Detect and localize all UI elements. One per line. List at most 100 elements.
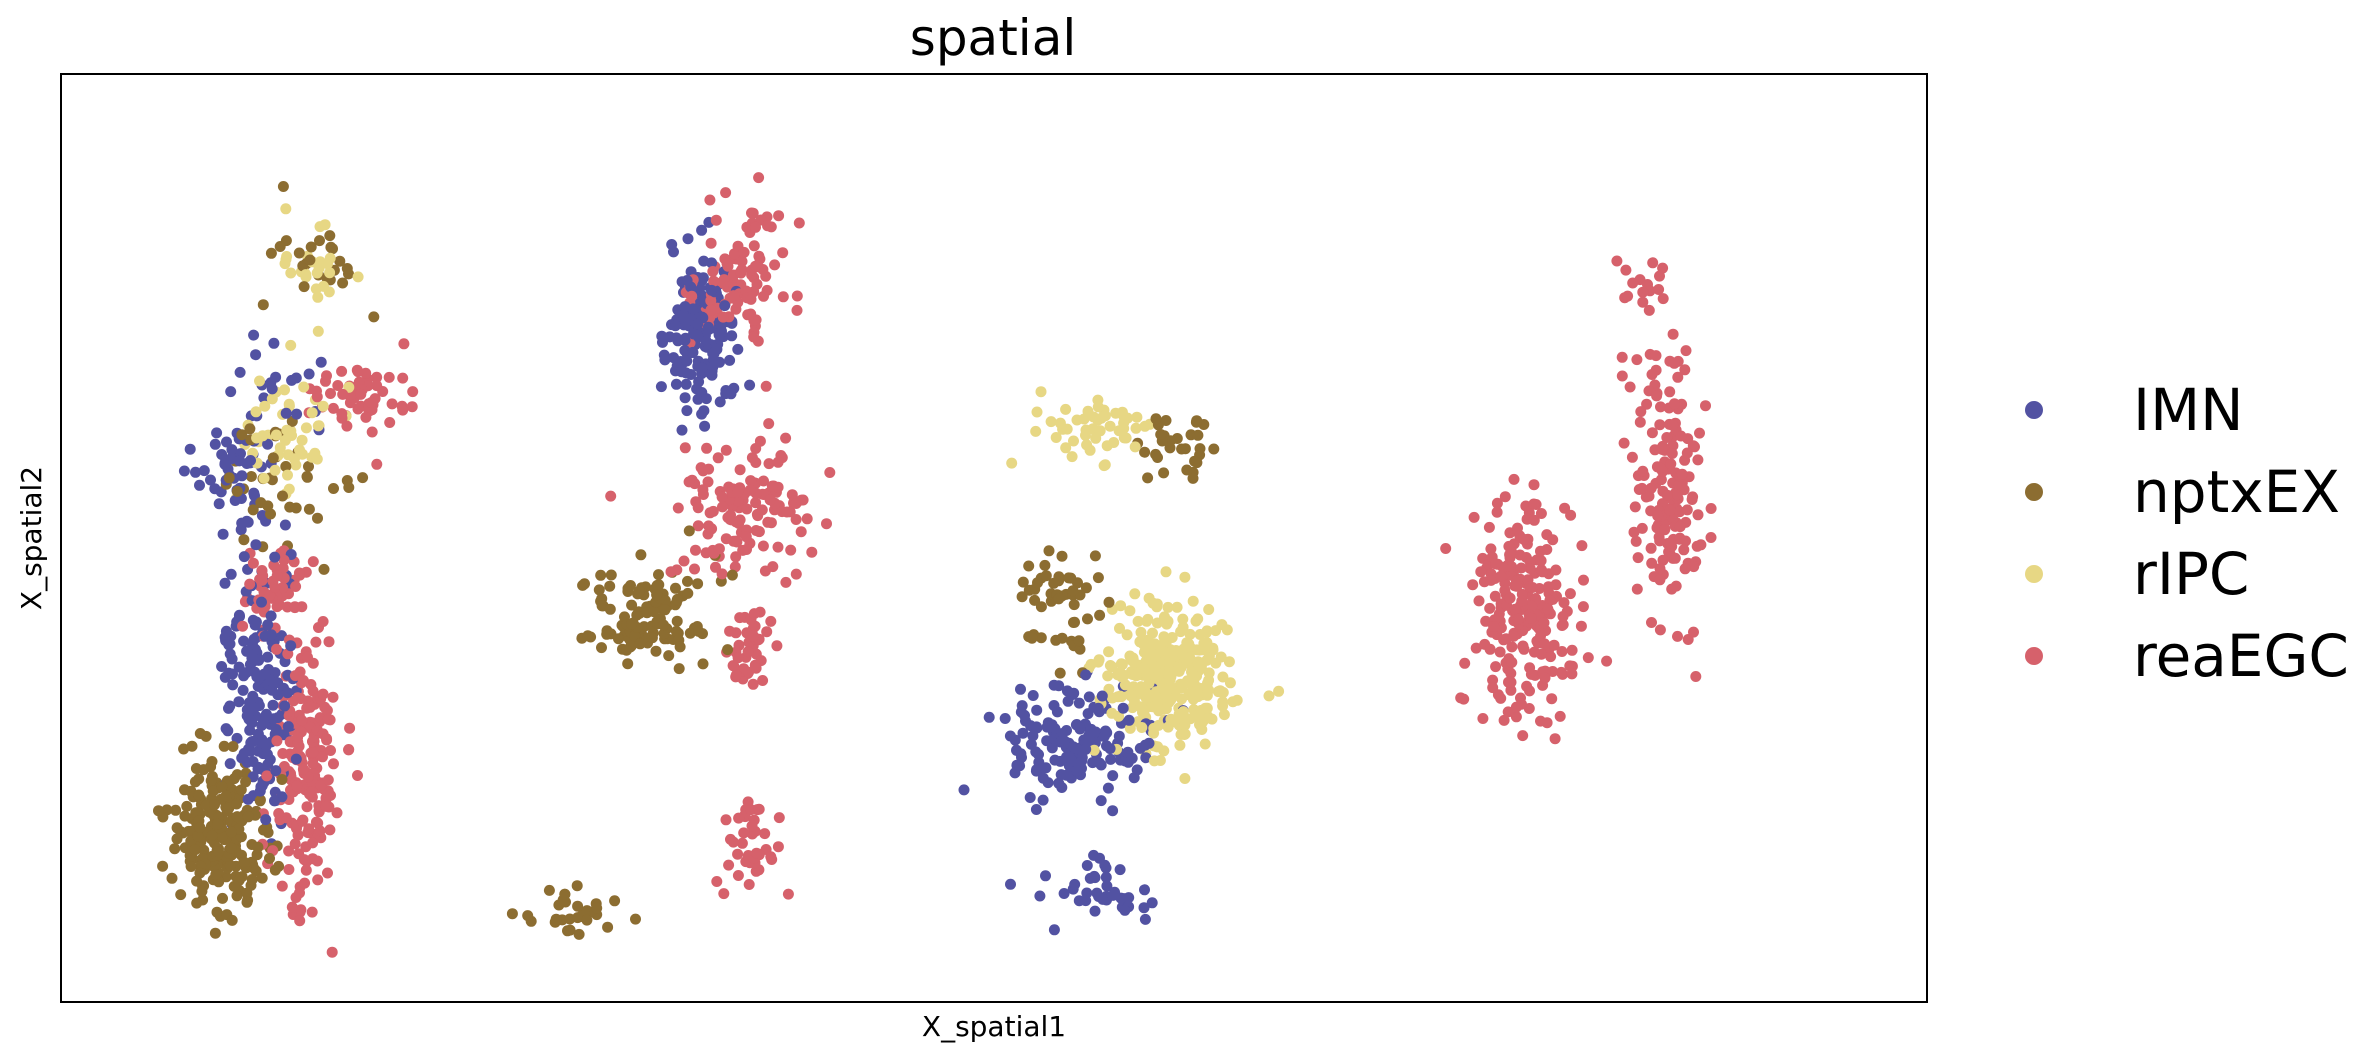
point-reaEGC	[1652, 510, 1664, 522]
point-rIPC	[280, 253, 292, 265]
point-rIPC	[309, 447, 321, 459]
point-nptxEX	[651, 580, 663, 591]
point-reaEGC	[311, 391, 323, 403]
point-nptxEX	[684, 627, 696, 639]
point-nptxEX	[303, 461, 314, 472]
point-IMN	[250, 539, 262, 551]
point-rIPC	[352, 271, 364, 283]
point-reaEGC	[352, 770, 363, 781]
point-IMN	[1072, 743, 1084, 755]
point-reaEGC	[791, 304, 803, 316]
point-reaEGC	[727, 836, 739, 848]
point-rIPC	[1227, 696, 1239, 708]
point-reaEGC	[745, 293, 757, 305]
point-IMN	[744, 379, 756, 391]
point-nptxEX	[318, 563, 330, 575]
point-nptxEX	[1017, 576, 1029, 588]
point-reaEGC	[763, 458, 775, 470]
point-reaEGC	[1504, 549, 1516, 561]
point-reaEGC	[1498, 714, 1510, 726]
point-rIPC	[1195, 704, 1207, 716]
point-rIPC	[1129, 588, 1141, 600]
point-reaEGC	[1667, 328, 1679, 340]
point-nptxEX	[178, 743, 190, 755]
point-rIPC	[1045, 416, 1057, 428]
axes-frame	[60, 73, 1928, 1003]
point-reaEGC	[1690, 671, 1702, 682]
point-nptxEX	[277, 181, 289, 192]
point-nptxEX	[573, 928, 585, 940]
point-IMN	[1138, 902, 1150, 914]
point-nptxEX	[1165, 435, 1176, 447]
point-reaEGC	[718, 888, 730, 900]
point-reaEGC	[759, 828, 771, 840]
point-reaEGC	[327, 691, 339, 703]
point-reaEGC	[754, 435, 766, 447]
point-reaEGC	[720, 444, 732, 456]
point-IMN	[726, 330, 738, 342]
point-rIPC	[1192, 682, 1204, 694]
point-reaEGC	[704, 507, 716, 519]
point-IMN	[1051, 706, 1063, 718]
point-nptxEX	[231, 798, 242, 810]
point-reaEGC	[1627, 277, 1639, 289]
point-rIPC	[1125, 690, 1137, 702]
point-IMN	[1105, 753, 1117, 765]
point-reaEGC	[386, 398, 398, 410]
point-reaEGC	[712, 452, 724, 464]
point-IMN	[1096, 690, 1108, 702]
point-rIPC	[1147, 627, 1158, 639]
point-rIPC	[1137, 706, 1148, 718]
point-reaEGC	[289, 670, 301, 682]
point-rIPC	[1176, 648, 1188, 660]
point-IMN	[1071, 765, 1083, 777]
point-nptxEX	[658, 628, 670, 640]
point-reaEGC	[1490, 661, 1502, 673]
point-nptxEX	[1192, 429, 1204, 441]
point-reaEGC	[750, 260, 761, 272]
point-rIPC	[1192, 658, 1204, 670]
point-reaEGC	[1512, 522, 1523, 534]
point-reaEGC	[276, 880, 288, 892]
point-IMN	[178, 465, 190, 477]
point-reaEGC	[1620, 264, 1632, 276]
point-nptxEX	[207, 785, 219, 797]
point-reaEGC	[1546, 693, 1558, 705]
point-reaEGC	[1558, 597, 1570, 609]
point-reaEGC	[1655, 474, 1667, 486]
point-rIPC	[1199, 738, 1211, 750]
point-IMN	[1114, 864, 1126, 876]
point-IMN	[248, 487, 260, 499]
point-reaEGC	[1643, 304, 1655, 316]
point-reaEGC	[292, 731, 304, 743]
point-nptxEX	[196, 885, 208, 897]
point-IMN	[655, 381, 667, 393]
point-nptxEX	[175, 889, 187, 901]
point-nptxEX	[1158, 467, 1170, 479]
point-reaEGC	[1646, 427, 1658, 439]
point-reaEGC	[704, 194, 716, 206]
point-reaEGC	[1510, 701, 1522, 713]
point-nptxEX	[276, 774, 288, 785]
point-reaEGC	[748, 240, 760, 252]
point-rIPC	[1179, 571, 1191, 583]
point-nptxEX	[658, 619, 669, 631]
point-IMN	[1076, 755, 1088, 767]
point-reaEGC	[325, 745, 336, 756]
point-IMN	[226, 444, 238, 456]
point-nptxEX	[171, 833, 183, 845]
point-rIPC	[1128, 681, 1140, 693]
point-reaEGC	[1700, 400, 1711, 412]
point-nptxEX	[193, 789, 205, 801]
point-reaEGC	[1528, 479, 1540, 491]
point-rIPC	[1130, 670, 1142, 682]
point-reaEGC	[723, 859, 735, 871]
point-reaEGC	[1680, 535, 1691, 547]
point-nptxEX	[298, 281, 310, 293]
point-IMN	[236, 517, 248, 529]
point-reaEGC	[1576, 540, 1588, 552]
point-reaEGC	[1470, 642, 1482, 654]
point-reaEGC	[1661, 489, 1673, 501]
point-IMN	[1102, 782, 1114, 794]
point-IMN	[707, 347, 719, 359]
